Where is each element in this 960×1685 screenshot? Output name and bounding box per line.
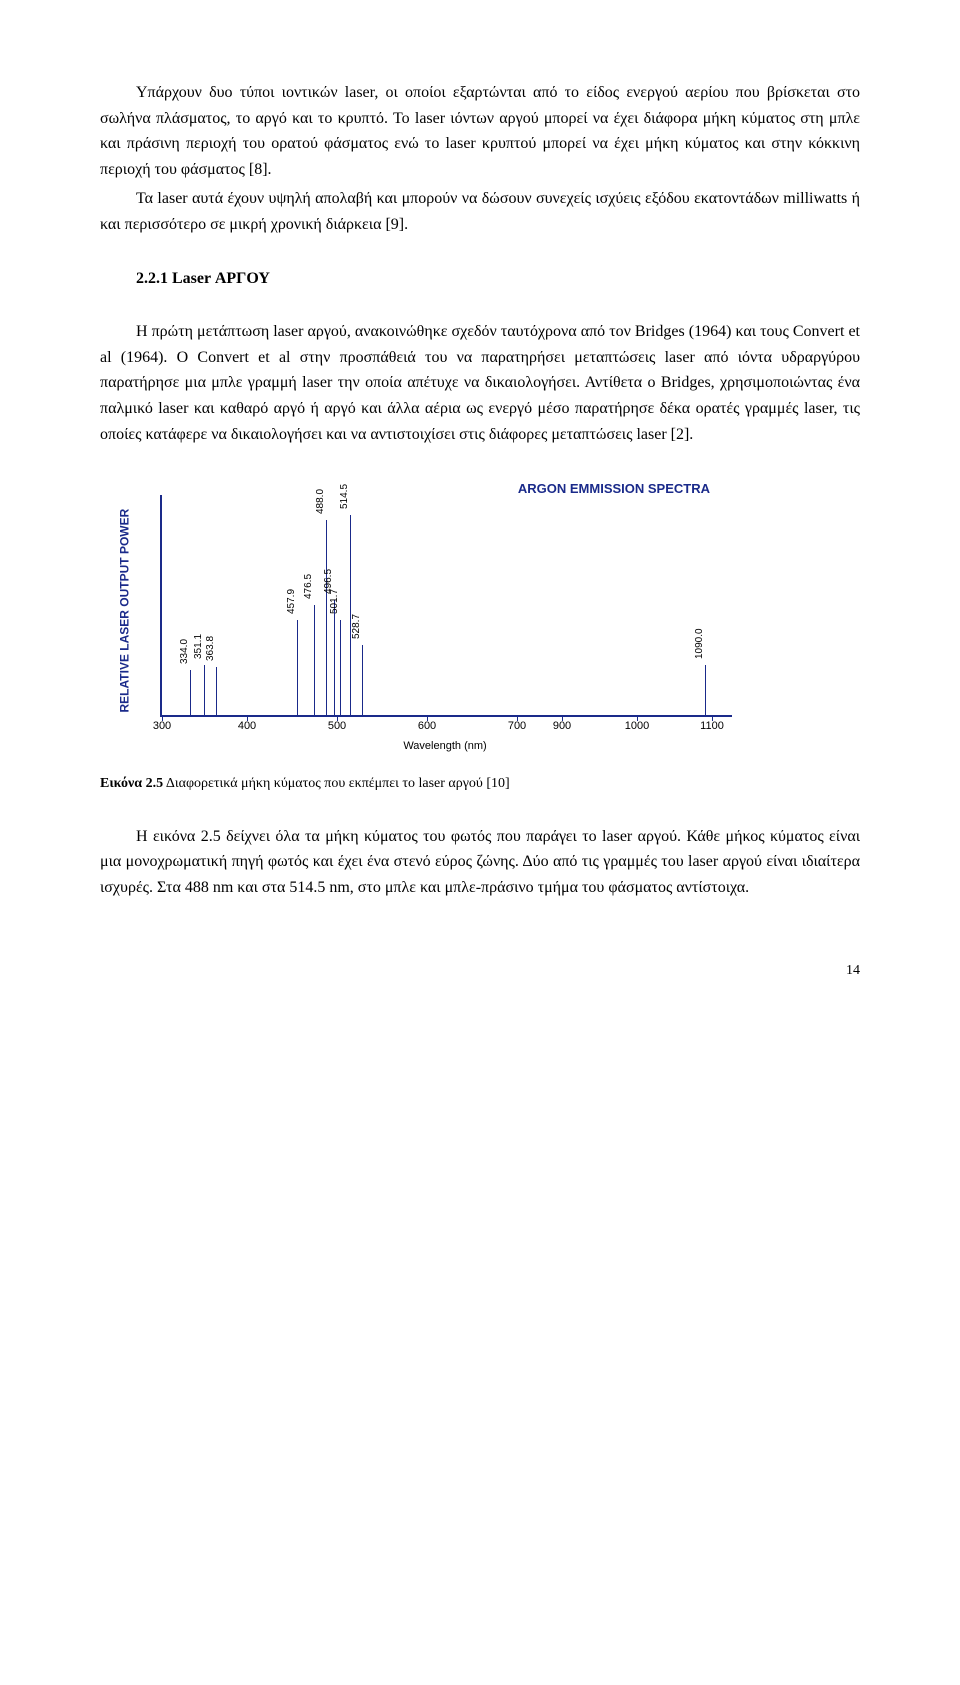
- figure-caption: Εικόνα 2.5 Διαφορετικά μήκη κύματος που …: [100, 773, 860, 795]
- chart-plot-area: 30040050060070090010001100334.0351.1363.…: [160, 495, 732, 717]
- chart-xtick-label: 600: [418, 718, 436, 736]
- spectral-line: [334, 600, 335, 715]
- spectral-line-label: 528.7: [349, 614, 365, 639]
- paragraph-1: Υπάρχουν δυο τύποι ιοντικών laser, οι οπ…: [100, 80, 860, 182]
- spectral-line: [326, 520, 327, 715]
- spectral-line: [340, 620, 341, 715]
- chart-xlabel: Wavelength (nm): [160, 738, 730, 756]
- chart-xtick-label: 1000: [625, 718, 649, 736]
- spectral-line-label: 457.9: [284, 589, 300, 614]
- chart-xtick-label: 300: [153, 718, 171, 736]
- spectral-line: [297, 620, 298, 715]
- spectral-line: [216, 667, 217, 715]
- figure-2-5: ARGON EMMISSION SPECTRA RELATIVE LASER O…: [100, 475, 860, 755]
- spectral-line: [204, 665, 205, 715]
- chart-ylabel: RELATIVE LASER OUTPUT POWER: [116, 505, 134, 715]
- spectral-line-label: 1090.0: [692, 629, 708, 660]
- paragraph-4: Η εικόνα 2.5 δείχνει όλα τα μήκη κύματος…: [100, 824, 860, 901]
- paragraph-2: Τα laser αυτά έχουν υψηλή απολαβή και μπ…: [100, 186, 860, 237]
- spectral-line-label: 488.0: [313, 489, 329, 514]
- chart-xtick-label: 400: [238, 718, 256, 736]
- spectral-line-label: 363.8: [203, 636, 219, 661]
- spectral-line-label: 501.7: [327, 589, 343, 614]
- spectral-line-label: 476.5: [301, 574, 317, 599]
- spectral-line-label: 514.5: [337, 484, 353, 509]
- section-heading: 2.2.1 Laser ΑΡΓΟΥ: [100, 266, 860, 292]
- argon-spectrum-chart: ARGON EMMISSION SPECTRA RELATIVE LASER O…: [110, 475, 750, 755]
- page-number: 14: [100, 960, 860, 982]
- chart-xtick-label: 500: [328, 718, 346, 736]
- chart-xtick-label: 700: [508, 718, 526, 736]
- paragraph-3: Η πρώτη μετάπτωση laser αργού, ανακοινώθ…: [100, 319, 860, 447]
- spectral-line: [190, 670, 191, 715]
- chart-xtick-label: 1100: [700, 718, 724, 736]
- figure-caption-bold: Εικόνα 2.5: [100, 776, 163, 791]
- spectral-line: [705, 665, 706, 715]
- spectral-line: [362, 645, 363, 715]
- figure-caption-text: Διαφορετικά μήκη κύματος που εκπέμπει το…: [163, 776, 510, 791]
- chart-xtick-label: 900: [553, 718, 571, 736]
- spectral-line: [314, 605, 315, 715]
